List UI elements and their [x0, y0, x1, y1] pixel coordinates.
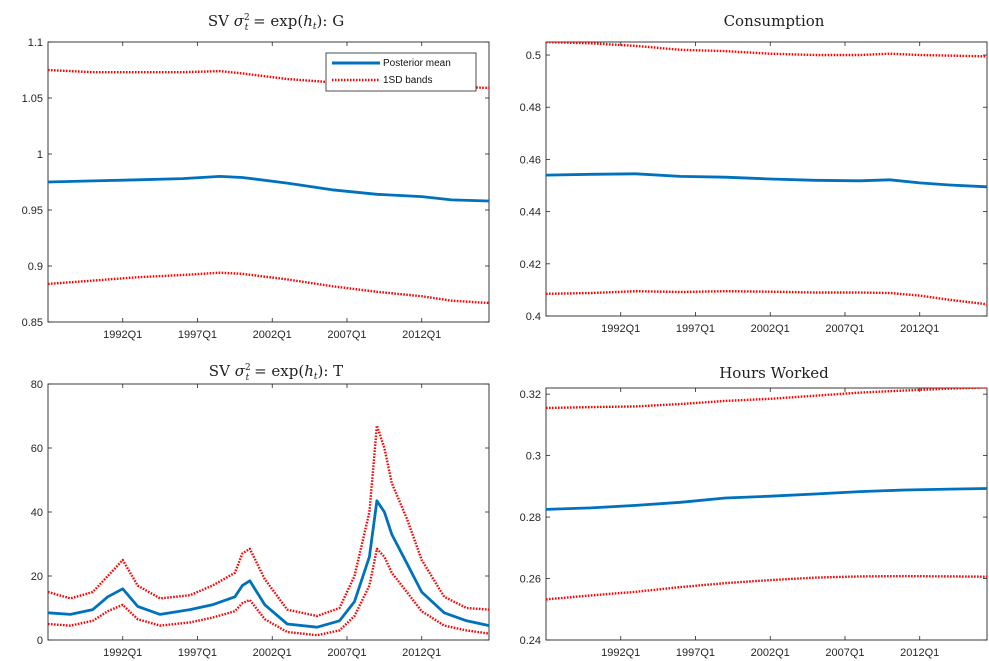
panel-sv-g: SV σ2 t = exp(ht): G 0.85 0.9 0.95 1 1.05 1.1 1…: [22, 12, 490, 341]
panel-sv-g-plot: 0.85 0.9 0.95 1 1.05 1.1 1992Q1 1997Q1 2002Q1 200…: [22, 37, 490, 341]
hours-worked-xtick-label: 2007Q1: [825, 647, 864, 659]
consumption-xtick-label: 2007Q1: [825, 323, 864, 335]
consumption-xtick-label: 1992Q1: [601, 323, 640, 335]
sv-g-ytick-label: 0.9: [28, 261, 43, 273]
hours-worked-xtick-label: 1992Q1: [601, 647, 640, 659]
panel-consumption: Consumption 0.4 0.42 0.44 0.46 0.48 0.5 1992Q1…: [520, 12, 988, 335]
sv-t-mean-line: [48, 499, 489, 629]
legend-bands-label: 1SD bands: [383, 75, 432, 86]
sv-t-ytick-label: 80: [31, 379, 43, 391]
consumption-xtick-label: 1997Q1: [676, 323, 715, 335]
sv-g-xtick-label: 2007Q1: [327, 329, 366, 341]
consumption-ytick-label: 0.46: [520, 154, 541, 166]
panel-hours-worked: Hours Worked 0.24 0.26 0.28 0.3 0.32 1992Q1 19…: [520, 364, 988, 659]
sv-t-ytick-label: 20: [31, 571, 43, 583]
sv-g-ytick-label: 1: [37, 149, 43, 161]
sv-g-ytick-label: 1.05: [22, 93, 43, 105]
sv-t-upper-band-line: [48, 424, 489, 618]
sv-t-xtick-label: 2007Q1: [327, 647, 366, 659]
panel-consumption-plot: 0.4 0.42 0.44 0.46 0.48 0.5 1992Q1 1997Q1 2002Q1…: [520, 41, 988, 335]
consumption-ytick-label: 0.42: [520, 259, 541, 271]
sv-g-lower-band-line: [48, 271, 489, 305]
panel-sv-t-plot: 0 20 40 60 80 1992Q1 1997Q1 2002Q1 2007Q1 2012Q1: [31, 379, 490, 659]
consumption-upper-band-line: [546, 42, 987, 58]
sv-g-mean-line: [48, 174, 489, 203]
hours-worked-ytick-label: 0.28: [520, 512, 541, 524]
sv-g-xtick-label: 1992Q1: [103, 329, 142, 341]
hours-worked-xtick-label: 1997Q1: [676, 647, 715, 659]
hours-worked-ytick-label: 0.32: [520, 389, 541, 401]
sv-g-ytick-label: 0.95: [22, 205, 43, 217]
consumption-ytick-label: 0.48: [520, 102, 541, 114]
consumption-ytick-label: 0.44: [520, 207, 541, 219]
sv-t-xtick-label: 1997Q1: [178, 647, 217, 659]
panel-sv-g-title: SV σ2 t = exp(ht): G: [208, 12, 344, 33]
hours-worked-lower-band-line: [546, 574, 987, 601]
legend: Posterior mean 1SD bands: [325, 52, 477, 92]
sv-t-xtick-label: 1992Q1: [103, 647, 142, 659]
hours-worked-xtick-label: 2002Q1: [751, 647, 790, 659]
panel-consumption-title: Consumption: [724, 12, 825, 30]
panel-sv-t-title: SV σ2 t = exp(ht): T: [209, 362, 343, 383]
legend-mean-label: Posterior mean: [383, 58, 451, 69]
hours-worked-ytick-label: 0.3: [526, 451, 541, 463]
hours-worked-mean-line: [546, 487, 987, 511]
hours-worked-axes-box: [545, 387, 988, 641]
sv-t-lower-band-line: [48, 547, 489, 637]
sv-g-xtick-label: 2002Q1: [253, 329, 292, 341]
consumption-xtick-label: 2002Q1: [751, 323, 790, 335]
legend-box: [325, 52, 477, 92]
sv-t-xtick-label: 2002Q1: [253, 647, 292, 659]
sv-g-ytick-label: 1.1: [28, 37, 43, 49]
consumption-axes-box: [545, 41, 988, 317]
sv-t-ytick-label: 40: [31, 507, 43, 519]
sv-t-ytick-label: 0: [37, 635, 43, 647]
sv-t-xtick-label: 2012Q1: [402, 647, 441, 659]
sv-g-ytick-label: 0.85: [22, 317, 43, 329]
hours-worked-ytick-label: 0.24: [520, 635, 541, 647]
consumption-xtick-label: 2012Q1: [900, 323, 939, 335]
panel-sv-t: SV σ2 t = exp(ht): T 0 20 40 60 80 1992Q1 1997Q…: [31, 362, 490, 659]
panel-hours-worked-title: Hours Worked: [719, 364, 829, 382]
sv-g-xtick-label: 1997Q1: [178, 329, 217, 341]
consumption-ytick-label: 0.5: [526, 50, 541, 62]
sv-t-ytick-label: 60: [31, 443, 43, 455]
hours-worked-ytick-label: 0.26: [520, 574, 541, 586]
consumption-lower-band-line: [546, 290, 987, 306]
sv-g-xtick-label: 2012Q1: [402, 329, 441, 341]
panel-hours-worked-plot: 0.24 0.26 0.28 0.3 0.32 1992Q1 1997Q1 2002Q1 200…: [520, 387, 988, 659]
consumption-mean-line: [546, 172, 987, 189]
hours-worked-xtick-label: 2012Q1: [900, 647, 939, 659]
consumption-ytick-label: 0.4: [526, 311, 541, 323]
